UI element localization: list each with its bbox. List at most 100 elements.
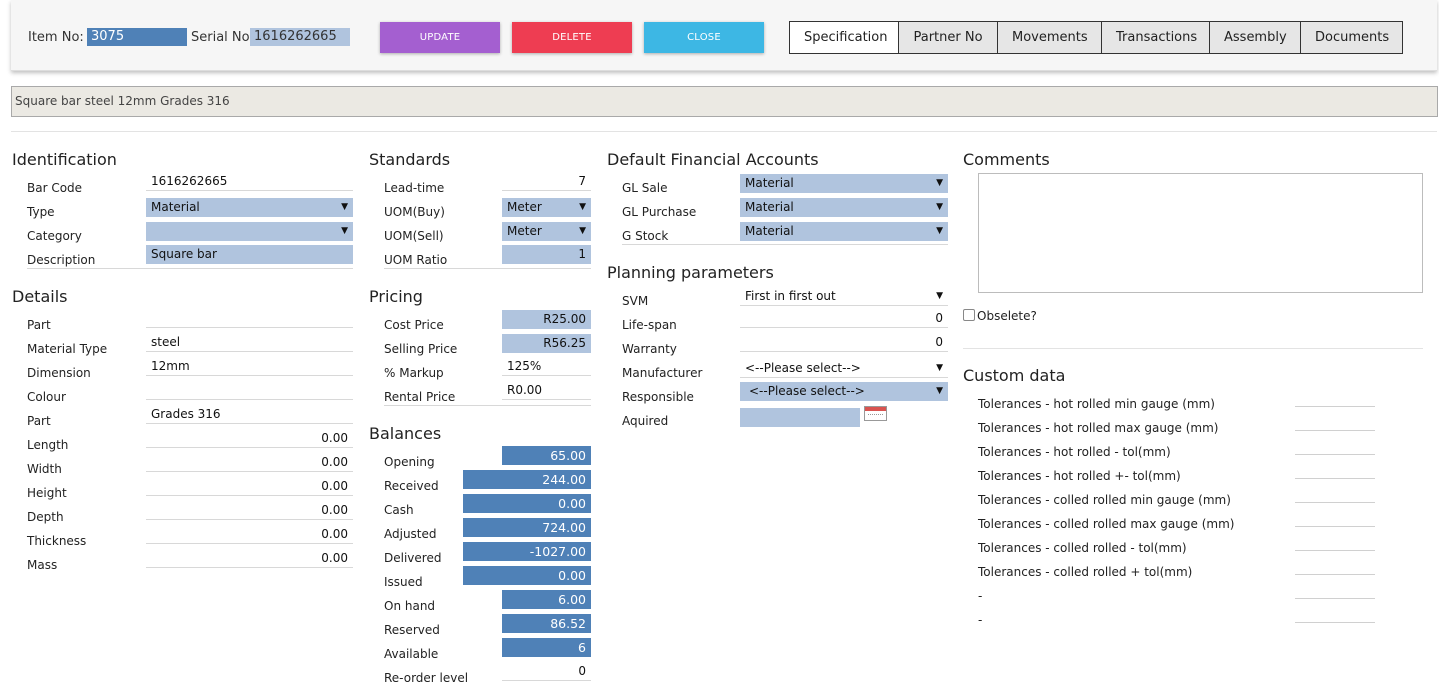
category-select[interactable] [146,222,353,241]
lead-time-field[interactable]: 7 [502,172,591,191]
details-field[interactable]: 0.00 [146,525,353,544]
tab-transactions[interactable]: Transactions [1101,21,1210,54]
responsible-select[interactable]: <--Please select--> [740,382,948,401]
uom-sell-select[interactable]: Meter [502,222,591,241]
custom-data-field[interactable] [1295,430,1375,431]
details-field[interactable]: 0.00 [146,501,353,520]
description-label: Description [27,253,96,267]
uom-sell-label: UOM(Sell) [384,229,444,243]
rental-price-field[interactable]: R0.00 [502,381,591,400]
balance-label: Cash [384,503,414,517]
details-label: Width [27,462,62,476]
type-select[interactable]: Material [146,198,353,217]
uom-buy-select[interactable]: Meter [502,198,591,217]
close-button[interactable]: CLOSE [644,22,764,53]
serial-no-field[interactable]: 1616262665 [250,28,350,46]
custom-data-label: Tolerances - colled rolled + tol(mm) [978,565,1193,579]
obsolete-label: Obselete? [977,309,1037,323]
cost-price-field[interactable]: R25.00 [502,310,591,329]
balance-value: 6.00 [502,590,591,609]
gl-purchase-select[interactable]: Material [740,198,948,217]
life-span-field[interactable]: 0 [740,309,948,328]
balance-label: Delivered [384,551,442,565]
balance-label: Available [384,647,439,661]
responsible-label: Responsible [622,390,694,404]
item-no-label: Item No: [28,30,84,45]
cost-price-label: Cost Price [384,318,444,332]
balance-value: 724.00 [463,518,591,537]
warranty-field[interactable]: 0 [740,333,948,352]
custom-data-field[interactable] [1295,478,1375,479]
details-label: Colour [27,390,66,404]
update-button[interactable]: UPDATE [380,22,500,53]
identification-rule [27,268,353,269]
tab-assembly[interactable]: Assembly [1209,21,1301,54]
custom-data-heading: Custom data [963,366,1066,385]
details-field[interactable]: 0.00 [146,477,353,496]
details-label: Part [27,414,51,428]
custom-data-field[interactable] [1295,454,1375,455]
category-label: Category [27,229,82,243]
details-field[interactable]: 0.00 [146,429,353,448]
details-field[interactable]: 0.00 [146,549,353,568]
svm-select[interactable]: First in first out [740,287,948,306]
divider [11,131,1437,132]
description-field[interactable]: Square bar [146,245,353,264]
custom-data-field[interactable] [1295,550,1375,551]
custom-data-label: Tolerances - colled rolled - tol(mm) [978,541,1187,555]
balance-label: Re-order level [384,671,469,685]
details-field[interactable] [146,309,353,328]
details-field[interactable]: Grades 316 [146,405,353,424]
tab-specification[interactable]: Specification [789,21,899,54]
comments-textarea[interactable] [978,173,1423,293]
details-field[interactable]: 0.00 [146,453,353,472]
balance-label: Issued [384,575,423,589]
manufacturer-select[interactable]: <--Please select--> [740,359,948,378]
details-label: Length [27,438,69,452]
balance-label: Reserved [384,623,440,637]
tab-movements[interactable]: Movements [997,21,1102,54]
gl-sale-select[interactable]: Material [740,174,948,193]
delete-button[interactable]: DELETE [512,22,632,53]
bar-code-label: Bar Code [27,181,83,195]
selling-price-label: Selling Price [384,342,458,356]
balance-value: 0 [502,662,591,681]
item-no-field[interactable]: 3075 [87,28,187,46]
details-field[interactable] [146,381,353,400]
details-label: Part [27,318,51,332]
custom-data-field[interactable] [1295,598,1375,599]
calendar-icon[interactable] [864,406,887,421]
selling-price-field[interactable]: R56.25 [502,334,591,353]
tab-partner-no[interactable]: Partner No [898,21,998,54]
custom-data-field[interactable] [1295,574,1375,575]
markup-label: % Markup [384,366,444,380]
details-field[interactable]: steel [146,333,353,352]
balance-label: Received [384,479,439,493]
g-stock-select[interactable]: Material [740,222,948,241]
manufacturer-label: Manufacturer [622,366,703,380]
lead-time-label: Lead-time [384,181,445,195]
balance-value: 244.00 [463,470,591,489]
balance-value: 6 [502,638,591,657]
financial-rule [622,244,948,245]
identification-heading: Identification [12,150,117,169]
markup-field[interactable]: 125% [502,357,591,376]
custom-data-field[interactable] [1295,526,1375,527]
details-field[interactable]: 12mm [146,357,353,376]
planning-heading: Planning parameters [607,263,774,282]
type-label: Type [27,205,55,219]
balance-label: Adjusted [384,527,437,541]
gl-purchase-label: GL Purchase [622,205,697,219]
balance-value: 0.00 [463,494,591,513]
obsolete-checkbox[interactable] [963,309,975,321]
uom-ratio-field[interactable]: 1 [502,245,591,264]
tab-documents[interactable]: Documents [1300,21,1403,54]
details-label: Depth [27,510,64,524]
details-label: Thickness [27,534,87,548]
custom-data-field[interactable] [1295,406,1375,407]
custom-data-field[interactable] [1295,502,1375,503]
custom-data-field[interactable] [1295,622,1375,623]
details-heading: Details [12,287,68,306]
bar-code-field[interactable]: 1616262665 [146,172,353,191]
aquired-date-field[interactable] [740,408,860,427]
